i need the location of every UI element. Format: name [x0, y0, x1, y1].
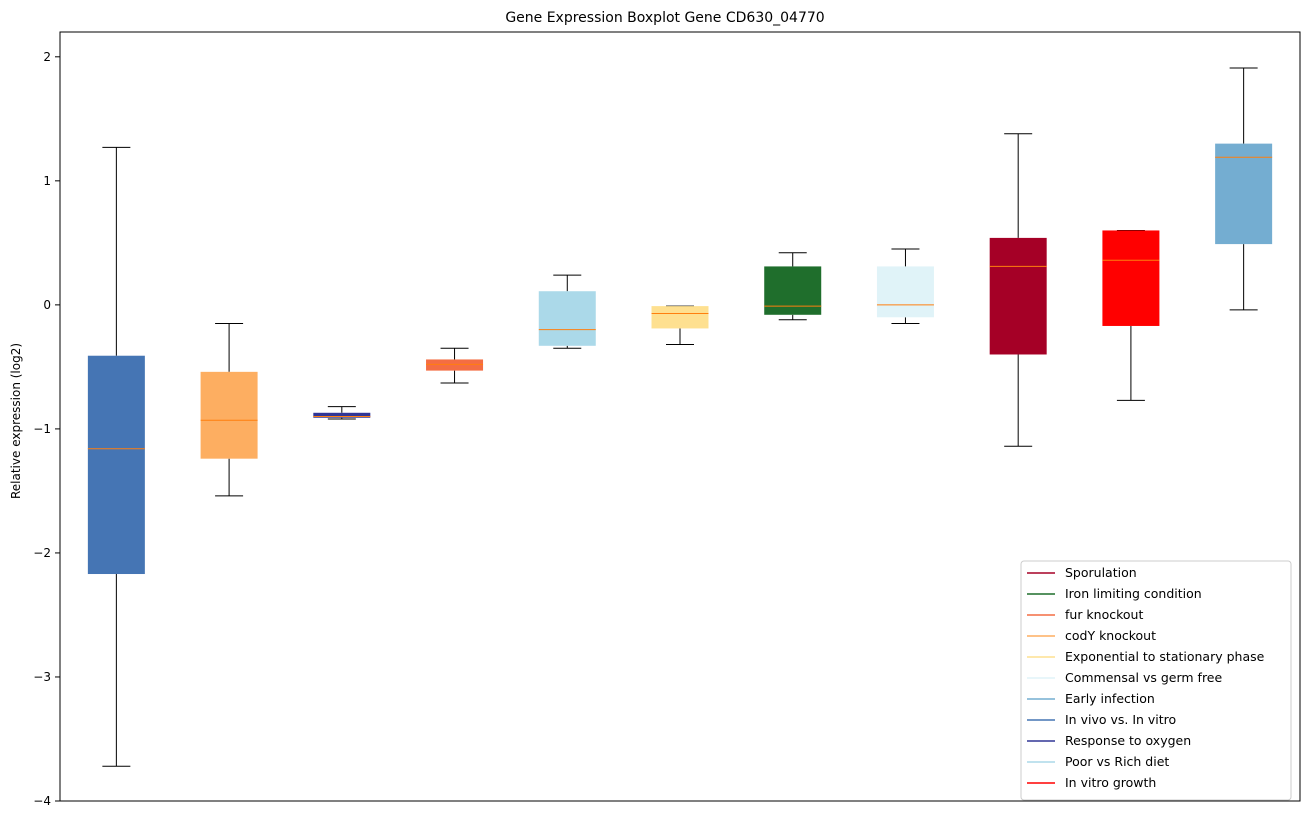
legend-frame — [1020, 560, 1292, 801]
box-iqr — [87, 355, 145, 575]
y-tick-label: 1 — [43, 174, 51, 188]
legend-item: Exponential to stationary phase — [1027, 649, 1265, 664]
boxes-layer — [87, 67, 1273, 767]
box-group — [989, 133, 1047, 447]
box-group — [1102, 229, 1160, 401]
box-iqr — [876, 266, 934, 318]
box-group — [313, 406, 371, 420]
legend-item: fur knockout — [1027, 607, 1143, 622]
legend-label: In vivo vs. In vitro — [1065, 712, 1176, 727]
legend-item: Early infection — [1027, 691, 1155, 706]
box-group — [538, 274, 596, 349]
legend-label: Early infection — [1065, 691, 1155, 706]
y-tick-label: 0 — [43, 298, 51, 312]
box-group — [764, 252, 822, 321]
box-group — [651, 305, 709, 346]
legend-item: Iron limiting condition — [1027, 586, 1202, 601]
legend-label: Exponential to stationary phase — [1065, 649, 1265, 664]
box-group — [426, 347, 484, 384]
box-iqr — [538, 291, 596, 346]
legend-label: Sporulation — [1065, 565, 1137, 580]
box-iqr — [989, 237, 1047, 355]
y-tick-label: −2 — [33, 546, 51, 560]
legend-item: In vitro growth — [1027, 775, 1156, 790]
legend-label: codY knockout — [1065, 628, 1156, 643]
box-group — [200, 322, 258, 497]
box-group — [876, 248, 934, 324]
box-iqr — [200, 371, 258, 459]
y-tick-label: −3 — [33, 670, 51, 684]
legend-label: Iron limiting condition — [1065, 586, 1202, 601]
box-group — [87, 146, 145, 767]
chart-title: Gene Expression Boxplot Gene CD630_04770 — [505, 10, 824, 26]
box-iqr — [1102, 230, 1160, 326]
box-group — [1215, 67, 1273, 311]
legend-item: Commensal vs germ free — [1027, 670, 1222, 685]
legend-label: Poor vs Rich diet — [1065, 754, 1169, 769]
legend-label: Commensal vs germ free — [1065, 670, 1222, 685]
box-iqr — [651, 306, 709, 329]
y-axis-ticks: −4 −3 −2 −1 0 1 2 — [33, 50, 60, 808]
y-axis-label: Relative expression (log2) — [9, 343, 23, 499]
box-iqr — [764, 266, 822, 315]
legend-label: In vitro growth — [1065, 775, 1156, 790]
y-tick-label: 2 — [43, 50, 51, 64]
legend-item: Sporulation — [1027, 565, 1137, 580]
legend-item: codY knockout — [1027, 628, 1156, 643]
legend-label: fur knockout — [1065, 607, 1143, 622]
box-iqr — [1215, 143, 1273, 245]
legend-item: Poor vs Rich diet — [1027, 754, 1169, 769]
legend-label: Response to oxygen — [1065, 733, 1191, 748]
legend-item: Response to oxygen — [1027, 733, 1191, 748]
plot-area-frame — [59, 31, 1301, 802]
y-tick-label: −4 — [33, 794, 51, 808]
legend: Sporulation Iron limiting condition fur kn… — [1020, 560, 1292, 801]
box-iqr — [313, 412, 371, 418]
legend-item: In vivo vs. In vitro — [1027, 712, 1176, 727]
box-iqr — [426, 359, 484, 371]
y-tick-label: −1 — [33, 422, 51, 436]
